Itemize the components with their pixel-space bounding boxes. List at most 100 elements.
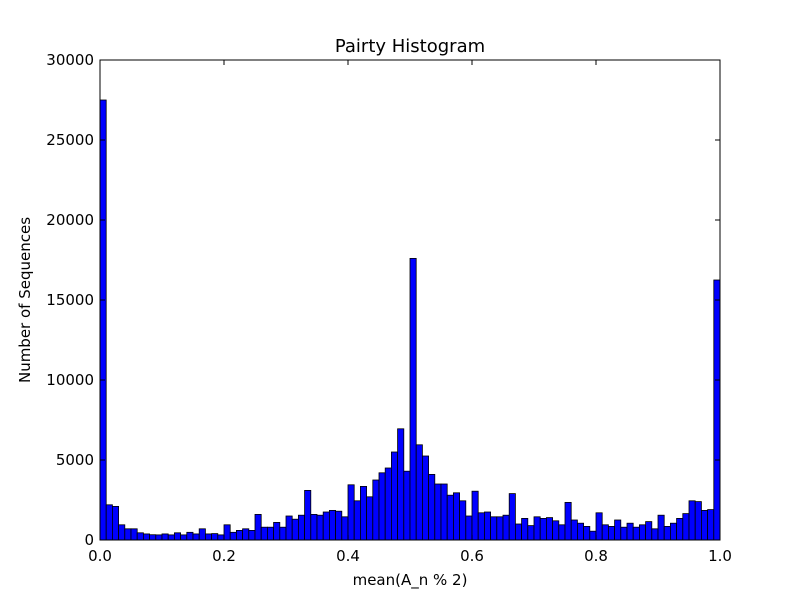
histogram-bar <box>99 99 107 541</box>
x-tick-label: 0.6 <box>460 547 484 565</box>
histogram-bar <box>291 518 299 541</box>
histogram-bar <box>521 518 529 541</box>
histogram-bar <box>304 489 312 541</box>
histogram-bar <box>161 533 169 541</box>
histogram-bar <box>223 524 231 541</box>
histogram-bar <box>434 483 442 541</box>
histogram-bar <box>235 530 243 541</box>
histogram-bar <box>112 505 120 541</box>
histogram-bar <box>229 531 237 541</box>
histogram-bar <box>248 530 256 541</box>
histogram-bar <box>310 514 318 541</box>
histogram-bar <box>707 509 715 541</box>
histogram-bar <box>198 528 206 541</box>
histogram-bar <box>254 514 262 541</box>
histogram-bar <box>273 522 281 541</box>
histogram-bar <box>384 467 392 541</box>
histogram-bar <box>552 520 560 541</box>
histogram-bar <box>645 521 653 541</box>
histogram-bar <box>105 504 113 541</box>
histogram-bar <box>440 483 448 541</box>
histogram-bar <box>595 512 603 541</box>
histogram-bar <box>614 519 622 541</box>
histogram-bar <box>477 512 485 541</box>
x-tick-label: 0.8 <box>584 547 608 565</box>
histogram-bar <box>657 514 665 541</box>
histogram-bar <box>533 516 541 541</box>
x-axis-label: mean(A_n % 2) <box>353 571 468 590</box>
histogram-bar <box>508 493 516 541</box>
histogram-bar <box>502 514 510 541</box>
histogram-bar <box>341 516 349 541</box>
x-tick-label: 0.2 <box>212 547 236 565</box>
histogram-bar <box>204 533 212 541</box>
y-tick-label: 15000 <box>46 291 94 309</box>
histogram-bar <box>149 534 157 541</box>
y-tick-label: 30000 <box>46 51 94 69</box>
histogram-bar <box>242 528 250 541</box>
histogram-bar <box>620 526 628 541</box>
histogram-bar <box>589 530 597 541</box>
histogram-bar <box>663 526 671 541</box>
histogram-bar <box>428 473 436 541</box>
histogram-bar <box>471 490 479 541</box>
x-ticks-group: 0.0 0.2 0.4 0.6 0.8 1.0 <box>88 60 732 565</box>
histogram-bar <box>570 519 578 541</box>
histogram-bar <box>415 444 423 541</box>
histogram-bar <box>701 509 709 541</box>
histogram-bar <box>217 534 225 541</box>
histogram-bar <box>421 455 429 541</box>
histogram-bar <box>366 496 374 541</box>
histogram-bar <box>118 524 126 541</box>
histogram-bar <box>626 522 634 541</box>
histogram-bar <box>490 516 498 541</box>
histogram-bar <box>266 526 274 541</box>
y-tick-label: 0 <box>84 531 94 549</box>
histogram-bar <box>211 533 219 541</box>
x-tick-label: 1.0 <box>708 547 732 565</box>
histogram-bar <box>136 532 144 541</box>
histogram-bar <box>142 533 150 541</box>
histogram-bar <box>335 510 343 541</box>
histogram-bar <box>260 526 268 541</box>
y-tick-label: 20000 <box>46 211 94 229</box>
histogram-bar <box>130 528 138 541</box>
histogram-bar <box>353 500 361 541</box>
histogram-bar <box>546 517 554 541</box>
y-tick-label: 10000 <box>46 371 94 389</box>
histogram-bar <box>372 479 380 541</box>
histogram-bar <box>564 501 572 541</box>
histogram-bar <box>297 514 305 541</box>
histogram-bar <box>713 279 721 541</box>
histogram-bar <box>390 451 398 541</box>
histogram-bar <box>558 524 566 541</box>
histogram-bar <box>378 472 386 541</box>
histogram-bar <box>632 526 640 541</box>
histogram-bar <box>192 533 200 541</box>
histogram-bar <box>316 514 324 541</box>
histogram-bar <box>186 531 194 541</box>
histogram-bar <box>155 534 163 541</box>
histogram-bar <box>688 500 696 541</box>
y-tick-label: 25000 <box>46 131 94 149</box>
histogram-bar <box>539 518 547 541</box>
histogram-bar <box>694 501 702 541</box>
x-tick-label: 0.0 <box>88 547 112 565</box>
histogram-bar <box>446 494 454 541</box>
histogram-bar <box>496 516 504 541</box>
histogram-bar <box>459 500 467 541</box>
y-axis-label: Number of Sequences <box>16 217 34 383</box>
histogram-bar <box>359 485 367 541</box>
histogram-bar <box>347 484 355 541</box>
histogram-bar <box>403 470 411 541</box>
histogram-bar <box>173 532 181 541</box>
histogram-bar <box>682 513 690 541</box>
histogram-bar <box>670 522 678 541</box>
histogram-bar <box>124 528 132 541</box>
y-tick-label: 5000 <box>56 451 94 469</box>
histogram-bar <box>583 526 591 541</box>
histogram-bar <box>515 523 523 541</box>
histogram-bar <box>608 526 616 541</box>
histogram-bar <box>409 257 417 541</box>
histogram-bar <box>676 518 684 541</box>
